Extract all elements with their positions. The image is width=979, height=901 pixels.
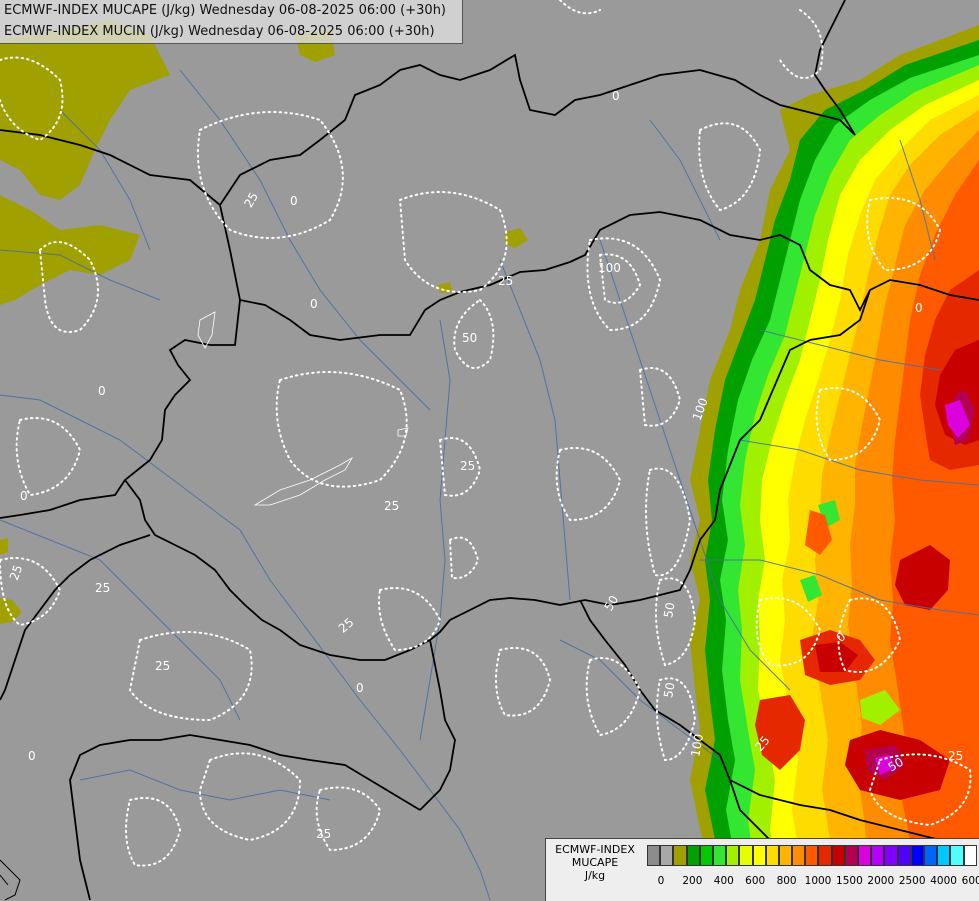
color-legend: ECMWF-INDEX MUCAPE J/kg 0 200 400 600 800 100… bbox=[545, 838, 979, 901]
legend-swatch bbox=[647, 845, 661, 866]
legend-tick-label: 600 bbox=[745, 875, 766, 887]
legend-tick-label: 400 bbox=[713, 875, 734, 887]
legend-tick-label: 800 bbox=[776, 875, 797, 887]
legend-tick-label: 2000 bbox=[867, 875, 895, 887]
legend-swatch bbox=[673, 845, 687, 866]
legend-swatch bbox=[792, 845, 806, 866]
contour-label: 0 bbox=[20, 489, 28, 503]
legend-swatch bbox=[660, 845, 674, 866]
legend-swatch bbox=[686, 845, 700, 866]
legend-swatch bbox=[897, 845, 911, 866]
contour-label: 25 bbox=[95, 581, 110, 595]
legend-swatch bbox=[858, 845, 872, 866]
contour-label: 25 bbox=[241, 190, 261, 210]
contour-label: 50 bbox=[661, 681, 677, 698]
legend-swatch bbox=[844, 845, 858, 866]
map-title-box: ECMWF-INDEX MUCAPE (J/kg) Wednesday 06-0… bbox=[0, 0, 463, 44]
contour-label: 50 bbox=[886, 755, 906, 775]
contour-label: 0 bbox=[612, 89, 620, 103]
legend-tick-label: 200 bbox=[682, 875, 703, 887]
legend-swatch bbox=[739, 845, 753, 866]
contour-label: 25 bbox=[948, 749, 963, 763]
contour-label: 25 bbox=[384, 499, 399, 513]
contour-label: 0 bbox=[290, 194, 298, 208]
legend-swatch bbox=[950, 845, 964, 866]
contour-label: 0 bbox=[98, 384, 106, 398]
coastline bbox=[0, 859, 21, 900]
contour-label: 25 bbox=[460, 459, 475, 473]
legend-swatches bbox=[647, 845, 977, 866]
contour-label: 100 bbox=[598, 261, 621, 275]
contour-label: 0 bbox=[356, 681, 364, 695]
legend-swatch bbox=[923, 845, 938, 866]
title-mucin: ECMWF-INDEX MUCIN (J/kg) Wednesday 06-08… bbox=[4, 24, 435, 39]
legend-tick-label: 2500 bbox=[898, 875, 926, 887]
legend-tick-label: 6000 bbox=[961, 875, 979, 887]
legend-tick-label: 1500 bbox=[836, 875, 863, 887]
legend-swatch bbox=[818, 845, 832, 866]
contour-label: 50 bbox=[602, 593, 622, 613]
contour-label: 0 bbox=[310, 297, 318, 311]
legend-tick-label: 0 bbox=[657, 875, 665, 887]
legend-title: ECMWF-INDEX MUCAPE J/kg bbox=[546, 843, 644, 882]
contour-label: 50 bbox=[661, 601, 677, 618]
legend-swatch bbox=[871, 845, 885, 866]
legend-tick-label: 4000 bbox=[930, 875, 957, 887]
legend-swatch bbox=[884, 845, 898, 866]
rivers bbox=[0, 69, 979, 900]
legend-swatch bbox=[712, 845, 727, 866]
title-mucape: ECMWF-INDEX MUCAPE (J/kg) Wednesday 06-0… bbox=[4, 3, 446, 18]
legend-swatch bbox=[699, 845, 713, 866]
legend-swatch bbox=[963, 845, 977, 866]
legend-tick-label: 1000 bbox=[804, 875, 832, 887]
legend-swatch bbox=[910, 845, 924, 866]
legend-swatch bbox=[765, 845, 779, 866]
contour-label: 25 bbox=[498, 274, 513, 288]
cape-field bbox=[690, 25, 979, 900]
legend-swatch bbox=[937, 845, 951, 866]
contour-label: 0 bbox=[28, 749, 36, 763]
thin-contours bbox=[197, 311, 409, 506]
contour-label: 25 bbox=[316, 827, 331, 841]
contour-label: 25 bbox=[155, 659, 170, 673]
mucin-contours bbox=[0, 0, 972, 867]
legend-title-line2: MUCAPE bbox=[571, 856, 619, 869]
legend-title-line1: ECMWF-INDEX bbox=[555, 843, 635, 856]
contour-label: 50 bbox=[462, 331, 477, 345]
contour-label: 0 bbox=[915, 301, 923, 315]
legend-title-line3: J/kg bbox=[584, 869, 606, 882]
contour-label: 100 bbox=[688, 733, 706, 758]
contour-label: 25 bbox=[7, 563, 25, 582]
legend-swatch bbox=[778, 845, 793, 866]
legend-swatch bbox=[726, 845, 740, 866]
legend-swatch bbox=[831, 845, 845, 866]
legend-swatch bbox=[752, 845, 766, 866]
legend-swatch bbox=[805, 845, 819, 866]
